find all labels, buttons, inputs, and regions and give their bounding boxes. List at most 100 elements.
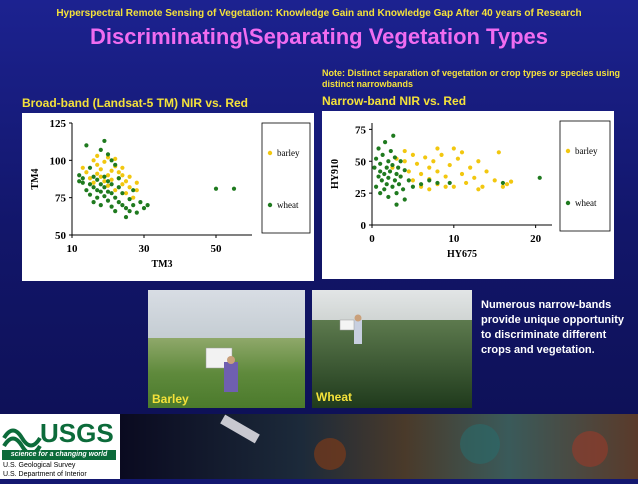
wheat-point (145, 203, 150, 208)
barley-point (472, 175, 477, 180)
barley-point (80, 165, 85, 170)
barley-point (95, 153, 100, 158)
barley-point (443, 174, 448, 179)
wheat-point (384, 165, 389, 170)
usgs-logo: USGS science for a changing world (0, 416, 118, 460)
slide-title: Discriminating\Separating Vegetation Typ… (89, 24, 549, 49)
barley-point (459, 171, 465, 177)
barley-point (476, 159, 481, 164)
wheat-point (378, 161, 383, 166)
barley-point (410, 178, 416, 183)
wheat-point (123, 214, 129, 220)
wheat-point (116, 176, 121, 181)
y-tick-label: 0 (361, 220, 367, 232)
side-text: Numerous narrow-bands provide unique opp… (481, 299, 624, 356)
wheat-point (380, 152, 385, 157)
wheat-point (418, 182, 424, 187)
barley-point (120, 173, 125, 178)
wheat-point (231, 186, 237, 191)
wheat-point (435, 180, 440, 186)
wheat-point (373, 184, 379, 189)
barley-point (410, 152, 416, 157)
wheat-point (134, 210, 139, 215)
y-tick-label: 100 (50, 155, 67, 167)
wheat-point (91, 200, 96, 205)
barley-point (504, 182, 510, 187)
barley-point (443, 184, 448, 189)
barley-point (468, 165, 473, 170)
barley-legend-label: barley (575, 146, 598, 156)
y-tick-label: 75 (355, 124, 367, 136)
wheat-point (386, 159, 391, 164)
wheat-point (394, 171, 399, 177)
wheat-point (109, 182, 114, 187)
broadband-chart-panel: 50 75 100 125 10 30 50 TM3 TM4 barley wheat (22, 113, 314, 281)
wheat-point (95, 177, 100, 182)
wheat-point (95, 195, 100, 200)
y-tick-label: 125 (50, 118, 67, 130)
wheat-point (398, 174, 403, 179)
wheat-point (427, 178, 432, 183)
barley-point (123, 191, 129, 196)
agency-survey: U.S. Geological Survey (3, 462, 76, 469)
narrowband-chart-panel: 0 25 50 75 0 10 20 HY675 HY910 barley wheat (322, 111, 614, 279)
wheat-point (382, 187, 387, 192)
wheat-point (102, 138, 107, 144)
wheat-point (98, 182, 103, 187)
wheat-point (113, 195, 118, 200)
wheat-label: Wheat (316, 390, 352, 404)
broadband-scatter-chart: 50 75 100 125 10 30 50 TM3 TM4 barley wheat (30, 118, 311, 270)
wheat-point (98, 203, 103, 208)
barley-point (492, 178, 497, 183)
usgs-logo-text: USGS (40, 418, 114, 448)
wheat-point (123, 206, 129, 211)
wheat-point (120, 203, 125, 208)
wheat-point (376, 174, 381, 179)
wheat-point (378, 191, 383, 196)
x-tick-label: 50 (211, 243, 223, 255)
wheat-point (387, 169, 393, 174)
barley-point (447, 162, 452, 168)
wheat-point (386, 194, 391, 200)
wheat-point (500, 180, 506, 186)
barley-point (431, 159, 436, 164)
wheat-point (105, 189, 111, 194)
barley-point (98, 174, 103, 179)
wheat-point (402, 197, 407, 202)
wheat-point (80, 180, 85, 185)
barley-point (435, 146, 440, 151)
barley-point (113, 156, 118, 161)
barley-legend-label: barley (277, 148, 300, 158)
barley-point (95, 171, 100, 176)
barley-point (102, 159, 107, 164)
wheat-point (77, 173, 82, 178)
barley-point (423, 155, 428, 160)
wheat-legend-marker (267, 202, 273, 208)
wheat-point (392, 178, 398, 183)
wheat-point (91, 185, 96, 190)
wheat-point (84, 188, 89, 193)
barley-point (435, 169, 440, 174)
barley-point (105, 173, 111, 178)
wheat-point (127, 197, 132, 202)
wheat-point (141, 206, 147, 211)
wheat-field-image (312, 290, 472, 408)
barley-point (484, 169, 489, 174)
agency-interior: U.S. Department of Interior (3, 471, 87, 478)
note-text: Note: Distinct separation of vegetation … (322, 68, 621, 89)
barley-point (480, 184, 485, 189)
y-tick-label: 75 (55, 193, 67, 205)
wheat-point (95, 188, 100, 193)
x-tick-label: 10 (67, 243, 79, 255)
broadband-chart-title: Broad-band (Landsat-5 TM) NIR vs. Red (22, 96, 249, 110)
barley-point (113, 188, 118, 193)
wheat-point (113, 162, 118, 167)
wheat-point (131, 188, 136, 193)
x-tick-label: 0 (369, 233, 375, 245)
wheat-point (102, 174, 107, 179)
barley-point (95, 162, 100, 167)
presentation-title: Hyperspectral Remote Sensing of Vegetati… (56, 8, 582, 19)
wheat-point (105, 179, 111, 184)
barley-point (427, 165, 432, 170)
y-axis-label: HY910 (330, 159, 341, 189)
